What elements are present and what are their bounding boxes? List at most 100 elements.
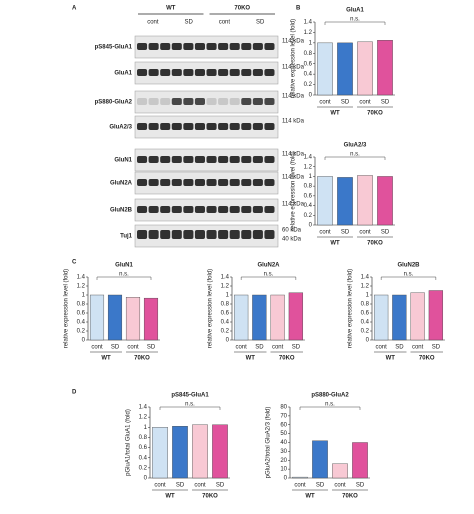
blot-band [218,69,229,76]
blot-band [171,179,182,186]
blot-band [183,123,194,130]
blot-band [194,43,205,50]
panel-label: C [72,260,77,266]
x-tick-label: SD [356,483,365,489]
x-tick-label: SD [381,230,390,236]
blot-frame [134,90,279,114]
blot-band [148,230,159,239]
blot-band [148,179,159,186]
x-tick-label: SD [111,345,120,351]
blot-band [252,43,263,50]
group-label: WT [330,241,340,247]
blot-band [160,179,171,186]
blot-band [160,43,171,50]
bar [410,292,425,341]
blot-band [241,69,252,76]
panel-label: D [72,390,77,396]
y-tick-label: 0.6 [304,61,313,67]
y-tick-label: 0 [226,338,230,344]
bracket [96,276,152,280]
genotype-label: WT [166,6,176,12]
blot-band [264,69,275,76]
group-label: 70KO [419,356,435,362]
blot-band [183,98,194,105]
marker-label: 40 kDa [282,237,302,243]
y-axis-label: relative expression level (fold) [291,19,297,98]
blot-band [241,206,252,213]
blot-row-label: Tuj1 [120,234,133,240]
blot-band [194,98,205,105]
blot-band [194,123,205,130]
y-tick-label: 1.2 [361,284,370,290]
blot-band [252,156,263,163]
bar [292,476,308,479]
bar [192,424,208,479]
bar [317,42,333,96]
blot-band [264,123,275,130]
blot-band [137,98,148,105]
y-tick-label: 0.8 [221,302,230,308]
y-tick-label: 1.4 [361,275,370,281]
x-tick-label: cont [375,345,387,351]
bar [337,42,353,96]
blot-band [264,156,275,163]
blot-band [171,43,182,50]
x-tick-label: SD [292,345,301,351]
blot-band [229,179,240,186]
condition-label: SD [184,20,193,26]
blot-band [137,123,148,130]
blot-band [229,123,240,130]
bar [125,297,141,341]
blot-band [160,123,171,130]
blot-band [160,156,171,163]
chart-title: GluA1 [346,8,364,14]
chart-title: GluN2B [397,263,420,269]
blot-band [218,98,229,105]
blot-band [229,98,240,105]
marker-label: 114 kDa [282,119,305,125]
x-tick-label: SD [176,483,185,489]
bar [107,294,123,341]
blot-band [148,69,159,76]
blot-band [252,123,263,130]
group-label: 70KO [134,356,150,362]
y-tick-label: 50 [280,431,287,437]
blot-band [171,98,182,105]
blot-band [241,179,252,186]
blot-band [241,123,252,130]
blot-band [171,123,182,130]
blot-band [229,206,240,213]
blot-band [171,206,182,213]
blot-band [218,123,229,130]
bracket [159,406,221,410]
x-tick-label: SD [147,345,156,351]
y-tick-label: 0 [144,476,148,482]
bar [373,294,389,341]
bar [357,41,373,96]
x-tick-label: SD [432,345,441,351]
bar [143,297,159,341]
blot-band [252,98,263,105]
condition-label: cont [219,20,231,26]
y-axis-label: pGluA2/total GluA2/3 (fold) [266,407,272,479]
blot-row-label: GluN2B [110,208,133,214]
blot-row-label: GluA2/3 [109,125,132,131]
panel-label: A [72,6,77,12]
bracket [380,276,437,280]
blot-row-label: GluN2A [110,181,133,187]
blot-band [194,179,205,186]
blot-band [218,43,229,50]
chart-title: GluN1 [115,263,133,269]
blot-band [229,230,240,239]
y-tick-label: 1.4 [77,275,86,281]
x-tick-label: cont [127,345,139,351]
bracket [324,156,386,160]
blot-band [264,179,275,186]
y-tick-label: 0.8 [304,184,313,190]
blot-band [241,98,252,105]
blot-band [206,98,217,105]
y-tick-label: 1.4 [304,20,313,26]
y-tick-label: 0.4 [77,320,86,326]
blot-row-label: pS880-GluA2 [95,100,133,106]
